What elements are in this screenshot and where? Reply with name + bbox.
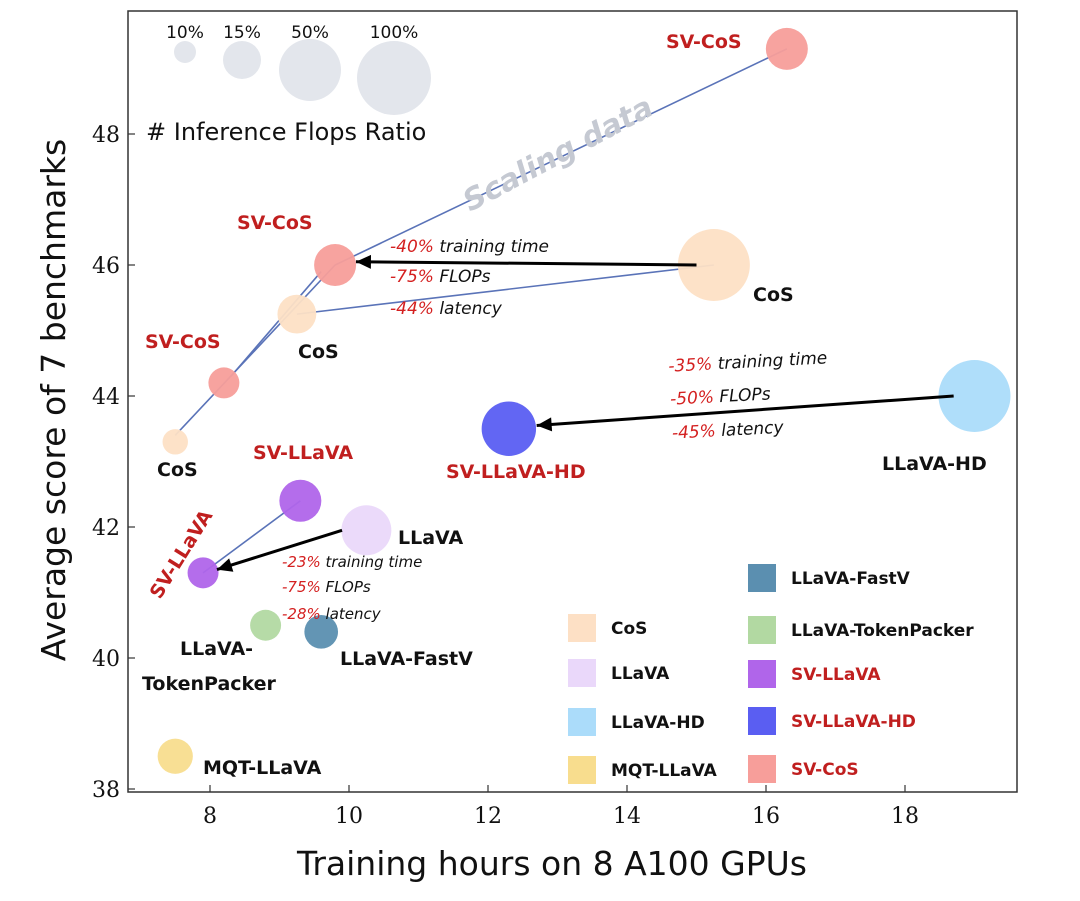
x-tick-label: 18 (891, 804, 919, 829)
arrow-shaft (355, 260, 697, 267)
legend-label: MQT-LLaVA (611, 761, 718, 781)
y-tick-label: 42 (92, 516, 120, 541)
annotation-2-line-2: -50% FLOPs (670, 384, 772, 409)
y-tick-label: 38 (92, 778, 120, 803)
bubble-mqt-llava (157, 738, 193, 774)
scaling-line (296, 264, 714, 315)
label-fastv: LLaVA-FastV (340, 648, 473, 670)
x-axis-title: Training hours on 8 A100 GPUs (296, 844, 807, 883)
label-llava-hd: LLaVA-HD (882, 453, 987, 475)
legend-swatch (748, 707, 776, 735)
reduction-arrows (216, 254, 954, 572)
bubble-cos (677, 229, 750, 301)
legend-swatch (568, 756, 596, 784)
data-bubbles (157, 27, 1011, 774)
x-tick-label: 16 (752, 804, 780, 829)
arrow-head (536, 417, 553, 432)
annotation-2-line-3: -45% latency (671, 418, 785, 444)
label-cos-small: CoS (157, 459, 198, 481)
legend-label: LLaVA-TokenPacker (791, 621, 974, 641)
bubble-sv-llava (279, 479, 322, 522)
label-sv-cos-top: SV-CoS (666, 31, 742, 53)
size-legend: 10% 15% 50% 100% (166, 23, 431, 115)
legend-label: LLaVA-FastV (791, 569, 911, 589)
legend-label: CoS (611, 619, 647, 639)
label-sv-llava-hd: SV-LLaVA-HD (446, 461, 586, 483)
legend-label: SV-LLaVA (791, 665, 881, 685)
bubble-cos (162, 429, 188, 455)
annotation-2: -35% training time -50% FLOPs -45% laten… (668, 348, 828, 444)
legend-label: SV-CoS (791, 760, 859, 780)
bubble-sv-cos (314, 244, 357, 286)
bubble-llava-tokenpacker (250, 609, 282, 641)
x-tick-label: 14 (613, 804, 641, 829)
legend-label: SV-LLaVA-HD (791, 712, 916, 732)
annotation-3-line-3: -28% latency (282, 605, 382, 623)
size-legend-label: 10% (166, 23, 204, 43)
label-llava: LLaVA (398, 527, 463, 549)
size-legend-circle (279, 39, 341, 101)
bubble-llava (341, 505, 392, 556)
y-axis-ticks: 38 40 42 44 46 48 (92, 123, 135, 803)
arrow-shaft (536, 394, 954, 427)
x-axis-ticks: 8 10 12 14 16 18 (203, 785, 919, 829)
arrow-head (355, 254, 372, 269)
legend-swatch (748, 564, 776, 592)
x-tick-label: 12 (474, 804, 502, 829)
bubble-llava-fastv (304, 614, 339, 649)
annotation-3-line-1: -23% training time (282, 553, 422, 571)
bubble-sv-llava-hd (481, 401, 537, 456)
bubble-sv-cos (765, 27, 808, 70)
legend-label: LLaVA (611, 664, 670, 684)
y-tick-label: 48 (92, 123, 120, 148)
color-legend: CoS LLaVA LLaVA-HD MQT-LLaVA LLaVA-FastV LLaV… (568, 564, 974, 784)
y-tick-label: 40 (92, 647, 120, 672)
y-tick-label: 44 (92, 385, 120, 410)
annotation-1-line-2: -75% FLOPs (390, 267, 491, 287)
label-cos-big: CoS (753, 284, 794, 306)
legend-swatch (748, 755, 776, 783)
label-sv-cos-small: SV-CoS (145, 331, 221, 353)
legend-swatch (568, 659, 596, 687)
label-sv-cos-mid: SV-CoS (237, 212, 313, 234)
arrow-shaft (216, 528, 343, 572)
arrow-head (216, 558, 234, 572)
annotation-1-line-3: -44% latency (390, 299, 503, 319)
size-legend-circle (174, 41, 196, 63)
annotation-1-line-1: -40% training time (390, 237, 549, 257)
label-cos-mid: CoS (298, 341, 339, 363)
size-legend-label: 100% (370, 23, 419, 43)
y-axis-title: Average score of 7 benchmarks (34, 139, 73, 661)
scaling-line (230, 271, 322, 377)
legend-swatch (568, 614, 596, 642)
size-legend-circle (223, 41, 261, 79)
size-legend-circle (357, 41, 431, 115)
bubble-llava-hd (938, 360, 1011, 432)
legend-swatch (748, 660, 776, 688)
legend-label: LLaVA-HD (611, 713, 705, 733)
label-tokenpacker-line2: TokenPacker (142, 673, 277, 695)
x-tick-label: 10 (335, 804, 363, 829)
bubble-sv-cos (208, 367, 240, 399)
label-mqt-llava: MQT-LLaVA (203, 757, 322, 779)
label-tokenpacker-line1: LLaVA- (180, 638, 253, 660)
size-legend-title: # Inference Flops Ratio (146, 118, 426, 146)
size-legend-label: 15% (223, 23, 261, 43)
legend-swatch (568, 708, 596, 736)
bubble-cos (277, 294, 317, 334)
annotation-3-line-2: -75% FLOPs (282, 578, 371, 596)
bubble-sv-llava (187, 557, 219, 589)
legend-swatch (748, 616, 776, 644)
x-tick-label: 8 (203, 804, 217, 829)
y-tick-label: 46 (92, 254, 120, 279)
size-legend-label: 50% (291, 23, 329, 43)
label-sv-llava-upper: SV-LLaVA (253, 442, 353, 464)
